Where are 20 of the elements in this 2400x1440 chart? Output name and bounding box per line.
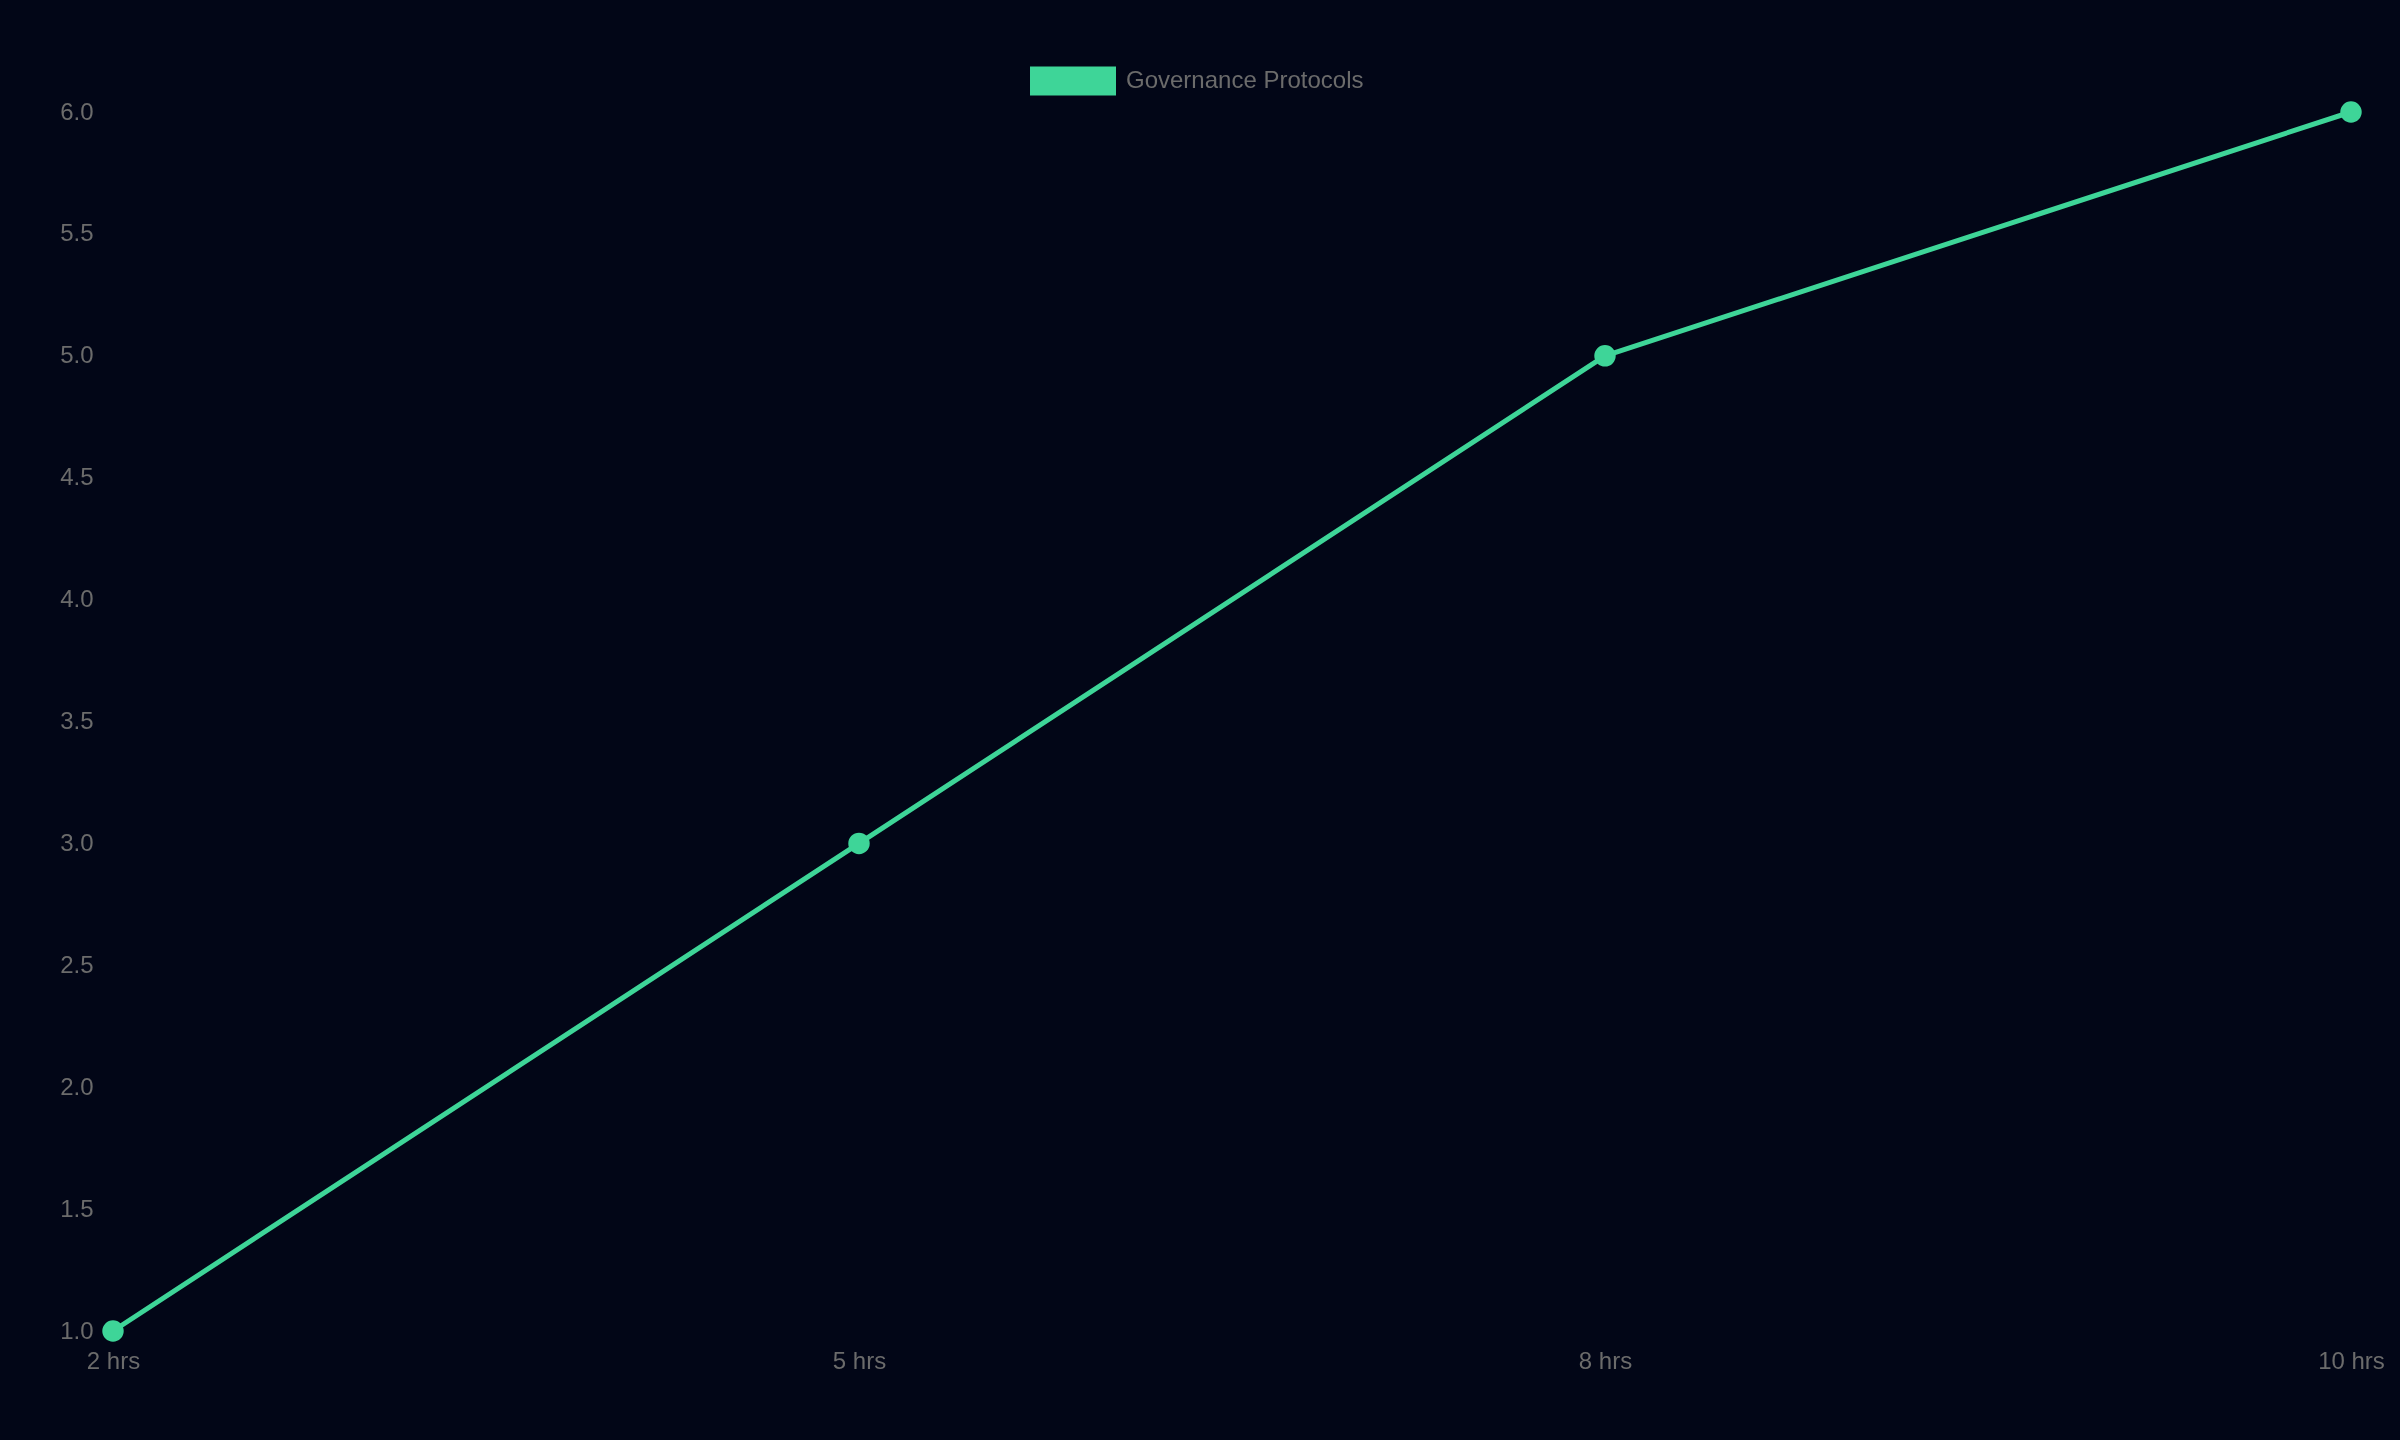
x-tick-label: 2 hrs [86,1346,141,1374]
x-tick-label: 5 hrs [832,1346,887,1374]
y-tick-label: 1.5 [60,1194,94,1222]
y-tick-label: 2.5 [60,950,94,978]
point [102,1320,124,1342]
y-tick-label: 4.5 [60,463,94,491]
point [848,832,870,855]
y-tick-label: 2.0 [60,1072,94,1100]
y-tick-label: 6.0 [60,97,94,125]
y-tick-label: 5.5 [60,219,94,247]
y-tick-label: 3.5 [60,707,94,734]
x-tick-label: 8 hrs [1578,1346,1633,1374]
point [1594,345,1616,367]
y-tick-label: 5.0 [60,341,94,369]
y-tick-label: 3.0 [60,828,94,856]
x-tick-label: 10 hrs [2318,1346,2385,1374]
point [2340,101,2362,123]
legend-label: Governance Protocols [1126,66,1364,93]
y-tick-label: 1.0 [60,1316,94,1344]
y-tick-label: 4.0 [60,585,94,613]
